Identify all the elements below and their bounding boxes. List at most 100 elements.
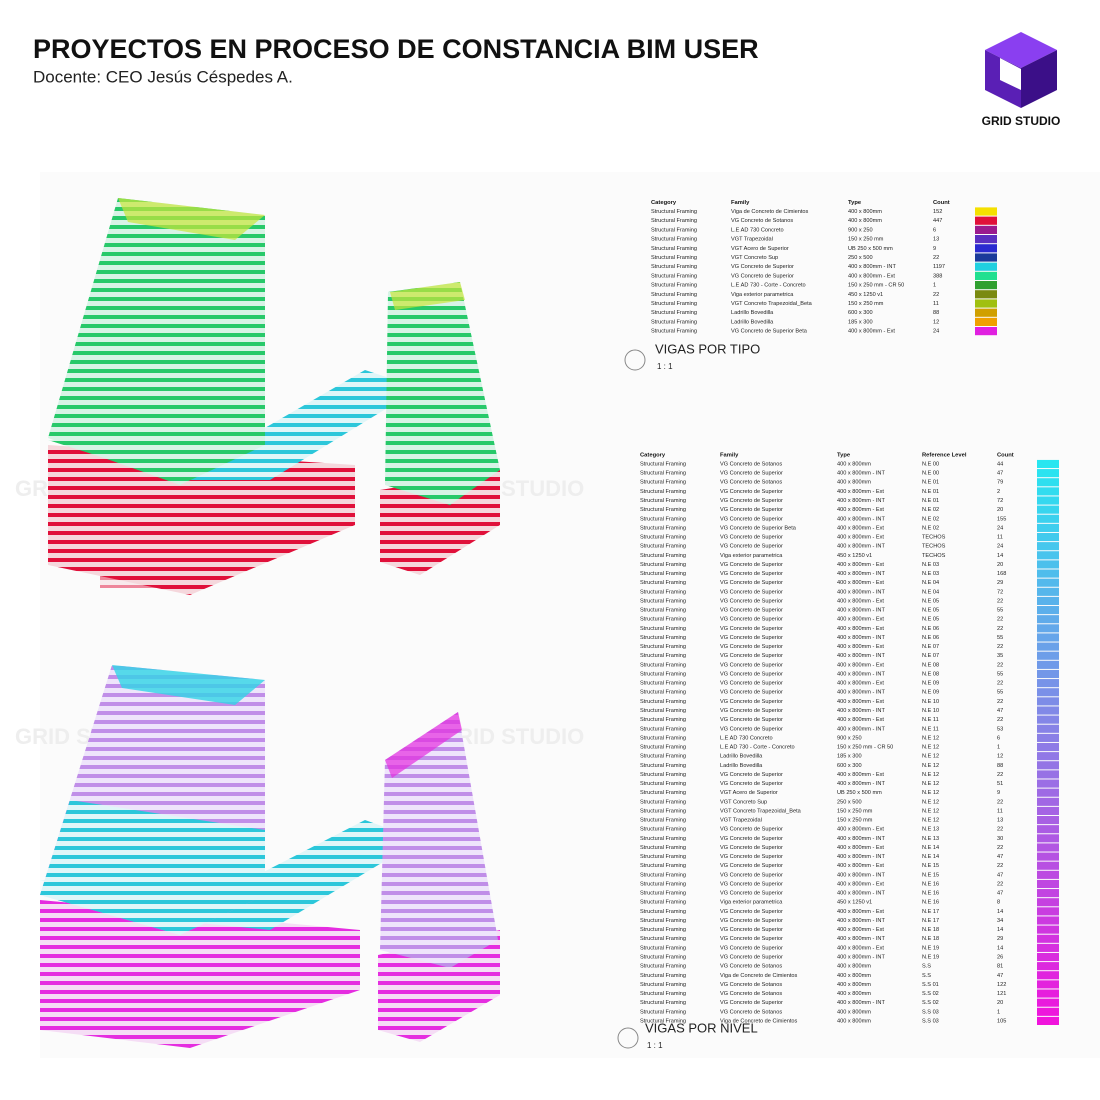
table-cell: Structural Framing: [640, 535, 686, 541]
table-cell: 400 x 800mm - INT: [837, 671, 885, 677]
color-swatch: [1037, 1016, 1059, 1025]
table-cell: N.E 12: [922, 763, 939, 769]
column-header: Family: [731, 200, 750, 206]
table-cell: VG Concreto de Superior: [720, 617, 783, 623]
table-cell: 400 x 800mm - INT: [837, 936, 885, 942]
table-cell: N.E 16: [922, 900, 939, 906]
table-cell: VG Concreto de Superior: [720, 471, 783, 477]
table-cell: VG Concreto de Superior: [720, 845, 783, 851]
table-cell: 20: [997, 562, 1003, 568]
table-cell: 400 x 800mm - Ext: [837, 881, 884, 887]
table-cell: UB 250 x 500 mm: [837, 790, 882, 796]
table-cell: 168: [997, 571, 1006, 577]
table-cell: Structural Framing: [640, 891, 686, 897]
table-cell: Structural Framing: [640, 863, 686, 869]
table-cell: 155: [997, 516, 1006, 522]
color-swatch: [1037, 560, 1059, 569]
color-swatch: [1037, 606, 1059, 615]
color-swatch: [1037, 532, 1059, 542]
color-swatch: [1037, 980, 1059, 989]
table-cell: N.E 14: [922, 854, 939, 860]
table-cell: Structural Framing: [651, 264, 697, 270]
logo-label: GRID STUDIO: [982, 114, 1061, 128]
table-cell: 2: [997, 489, 1000, 495]
table-cell: 22: [997, 881, 1003, 887]
color-swatch: [1037, 733, 1059, 742]
table-cell: N.E 12: [922, 781, 939, 787]
table-cell: Structural Framing: [640, 516, 686, 522]
table-cell: VG Concreto de Superior: [720, 498, 783, 504]
color-swatch: [1037, 943, 1059, 952]
table-cell: VG Concreto de Superior: [720, 717, 783, 723]
table-cell: 400 x 800mm: [837, 991, 871, 997]
table-cell: TECHOS: [922, 553, 946, 559]
color-swatch: [1037, 889, 1059, 898]
color-swatch: [975, 317, 997, 326]
table-cell: N.E 10: [922, 708, 939, 714]
table-cell: 447: [933, 218, 942, 224]
table-cell: N.E 01: [922, 498, 939, 504]
table-cell: L.E AD 730 Concreto: [720, 735, 773, 741]
table-cell: Structural Framing: [640, 799, 686, 805]
table-cell: VG Concreto de Sotanos: [720, 1009, 782, 1015]
table-cell: 400 x 800mm - INT: [837, 690, 885, 696]
color-swatch: [1037, 742, 1059, 752]
table-cell: Viga de Concreto de Cimientos: [731, 209, 809, 215]
table-cell: UB 250 x 500 mm: [848, 246, 893, 252]
table-cell: 400 x 800mm - INT: [837, 918, 885, 924]
table-cell: 53: [997, 726, 1003, 732]
table-cell: 11: [997, 808, 1003, 814]
table-cell: 55: [997, 690, 1003, 696]
table-cell: 150 x 250 mm: [848, 237, 884, 243]
table-cell: 400 x 800mm - Ext: [848, 273, 895, 279]
table-cell: 400 x 800mm: [837, 1018, 871, 1024]
table-cell: VG Concreto de Superior: [720, 708, 783, 714]
table-cell: Structural Framing: [640, 708, 686, 714]
table-cell: L.E AD 730 - Corte - Concreto: [731, 283, 806, 289]
table-cell: TECHOS: [922, 535, 946, 541]
color-swatch: [1037, 551, 1059, 560]
table-cell: Structural Framing: [640, 1009, 686, 1015]
color-swatch: [1037, 797, 1059, 806]
table-cell: N.E 06: [922, 626, 939, 632]
color-swatch: [1037, 624, 1059, 633]
view-scale: 1 : 1: [657, 362, 673, 371]
table-cell: 400 x 800mm - Ext: [837, 909, 884, 915]
table-cell: TECHOS: [922, 544, 946, 550]
color-swatch: [1037, 907, 1059, 916]
table-cell: 29: [997, 580, 1003, 586]
table-cell: 185 x 300: [837, 754, 862, 760]
table-cell: 9: [997, 790, 1000, 796]
table-cell: 22: [997, 699, 1003, 705]
color-swatch: [1037, 752, 1059, 761]
table-cell: Structural Framing: [640, 763, 686, 769]
table-cell: 400 x 800mm - INT: [837, 471, 885, 477]
color-swatch: [1037, 688, 1059, 697]
color-swatch: [975, 327, 997, 336]
table-cell: Ladrillo Bovedilla: [731, 310, 774, 316]
table-cell: 44: [997, 461, 1003, 467]
table-cell: 47: [997, 708, 1003, 714]
table-cell: 88: [997, 763, 1003, 769]
table-cell: 400 x 800mm - Ext: [837, 580, 884, 586]
table-cell: 14: [997, 909, 1003, 915]
table-cell: VG Concreto de Superior: [720, 772, 783, 778]
table-cell: VG Concreto de Superior: [720, 489, 783, 495]
color-swatch: [1037, 989, 1059, 998]
table-cell: 450 x 1250 v1: [837, 553, 872, 559]
table-cell: 400 x 800mm - Ext: [837, 626, 884, 632]
table-cell: 1197: [933, 264, 945, 270]
table-cell: S.S: [922, 964, 931, 970]
table-cell: VG Concreto de Superior: [720, 909, 783, 915]
table-cell: VG Concreto de Superior: [720, 571, 783, 577]
table-cell: N.E 06: [922, 635, 939, 641]
table-cell: 400 x 800mm - INT: [837, 708, 885, 714]
table-cell: Structural Framing: [640, 735, 686, 741]
table-cell: VG Concreto de Sotanos: [731, 218, 793, 224]
color-swatch: [1037, 971, 1059, 980]
table-cell: Structural Framing: [640, 945, 686, 951]
table-cell: VG Concreto de Superior: [731, 264, 794, 270]
table-cell: 400 x 800mm: [848, 209, 882, 215]
color-swatch: [1037, 861, 1059, 870]
view-scale: 1 : 1: [647, 1041, 663, 1050]
